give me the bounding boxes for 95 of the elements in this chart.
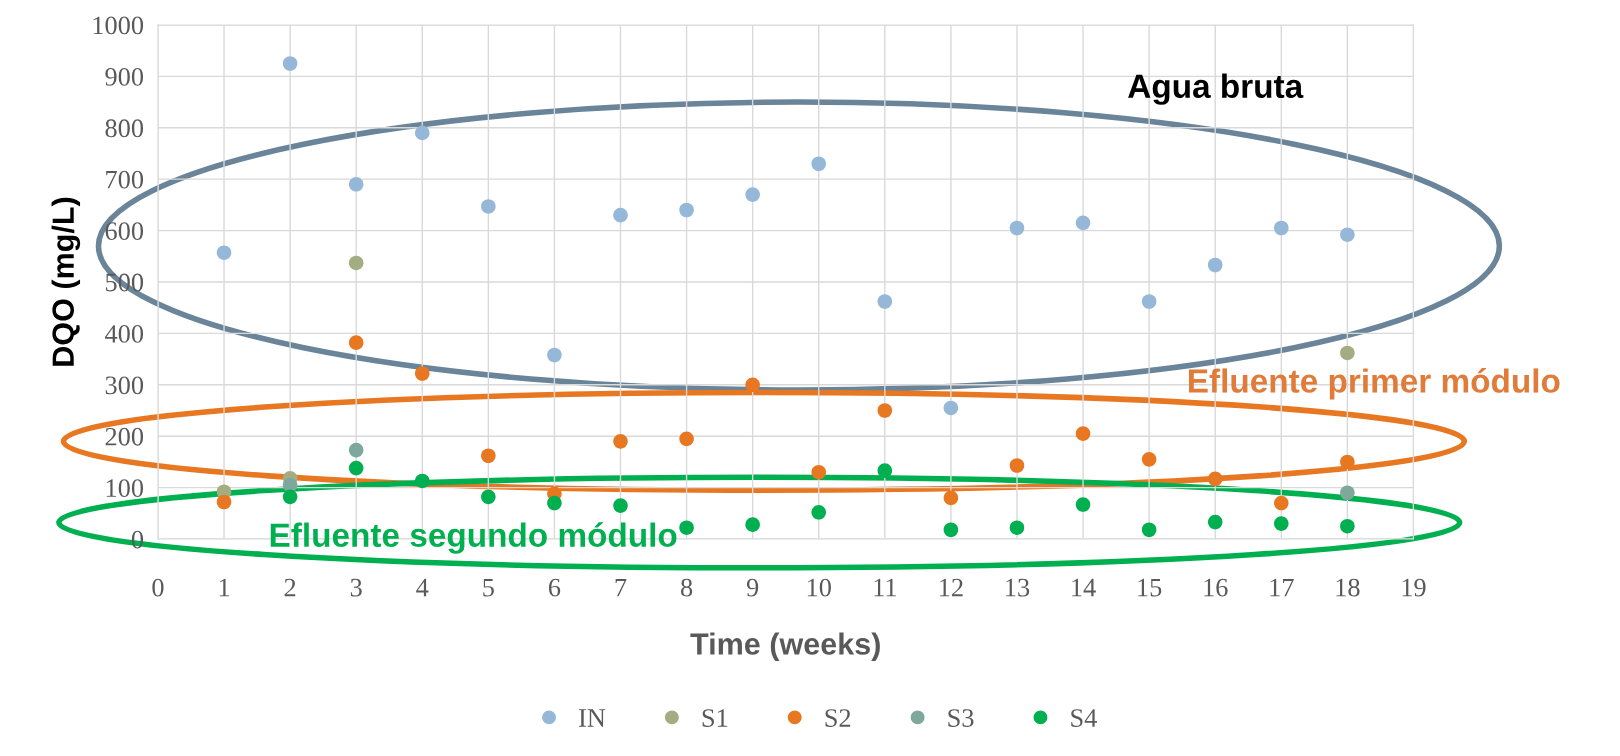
point [282,477,298,493]
point [481,448,496,464]
x-tick-label: 13 [1006,578,1030,597]
x-tick-label: 12 [940,578,963,597]
point [613,207,628,223]
point [679,520,694,535]
legend-label: S4 [1071,709,1097,727]
x-tick-label: 9 [746,578,759,597]
point [1075,215,1091,231]
point [613,498,628,513]
y-tick-label: 200 [105,427,144,446]
x-tick-label: 10 [807,578,831,597]
y-tick-label: 800 [105,119,144,138]
legend-label: S1 [702,709,728,727]
x-tick-label: 16 [1204,578,1228,597]
point [414,366,430,381]
x-tick-label: 4 [416,578,429,597]
point [1340,454,1355,470]
y-tick-label: 100 [106,479,144,498]
point [1141,294,1157,309]
point [1340,518,1355,534]
point [943,490,959,506]
legend-label: S3 [948,709,974,727]
point [1009,520,1025,535]
x-tick-label: 1 [219,578,230,597]
point [547,347,562,363]
point [1340,227,1355,242]
point [1274,516,1289,531]
x-tick-label: 17 [1270,578,1294,597]
x-tick-label: 11 [874,578,896,597]
legend-label: S2 [825,709,851,727]
point [282,489,298,505]
point [348,255,364,271]
point [1141,452,1157,467]
legend-label: IN [579,709,606,727]
x-tick-label: 15 [1138,578,1162,597]
x-axis-title: Time (weeks) [690,632,880,661]
x-tick-label: 19 [1402,578,1426,597]
annotation: Efluente segundo módulo [270,522,677,554]
point [216,494,232,510]
point [811,505,827,520]
point [1274,220,1289,236]
point [679,431,694,447]
point [1207,471,1223,487]
x-tick-label: 14 [1072,578,1096,597]
point [1207,514,1223,530]
x-tick-label: 7 [615,578,627,597]
point [282,56,298,71]
point [1340,485,1355,501]
annotation: Efluente primer módulo [1188,368,1560,400]
point [1009,458,1025,473]
point [1075,426,1091,441]
point [943,400,959,416]
x-tick-label: 3 [350,578,362,597]
x-tick-label: 8 [680,578,693,597]
point [481,489,496,505]
x-tick-label: 2 [284,578,296,597]
point [745,187,760,202]
x-tick-label: 0 [152,578,164,597]
point [216,245,232,260]
point [877,463,893,478]
point [481,199,496,214]
point [877,294,893,309]
x-tick-label: 18 [1336,578,1360,597]
point [1274,495,1289,511]
point [348,335,364,350]
y-tick-label: 1000 [93,16,144,35]
point [613,434,628,449]
point [745,377,760,393]
annotation: Agua bruta [1128,73,1304,105]
y-tick-label: 600 [105,222,144,240]
point [348,442,364,458]
point [547,495,562,511]
point [943,522,959,538]
point [348,460,364,476]
point [811,156,827,172]
y-axis-title: DQO (mg/L) [51,197,81,366]
point [811,464,827,480]
x-tick-label: 5 [483,578,494,597]
point [1075,497,1091,512]
point [1141,522,1157,538]
point [1340,345,1355,361]
point [877,403,893,418]
x-tick-label: 6 [548,578,561,597]
point [679,202,694,218]
point [348,177,364,192]
point [745,517,760,532]
y-tick-label: 300 [105,376,144,395]
y-tick-label: 400 [104,325,144,343]
point [414,125,430,141]
point [1009,220,1025,236]
y-tick-label: 900 [105,67,144,86]
point [1207,257,1223,273]
point [414,473,430,489]
y-tick-label: 700 [106,170,144,189]
